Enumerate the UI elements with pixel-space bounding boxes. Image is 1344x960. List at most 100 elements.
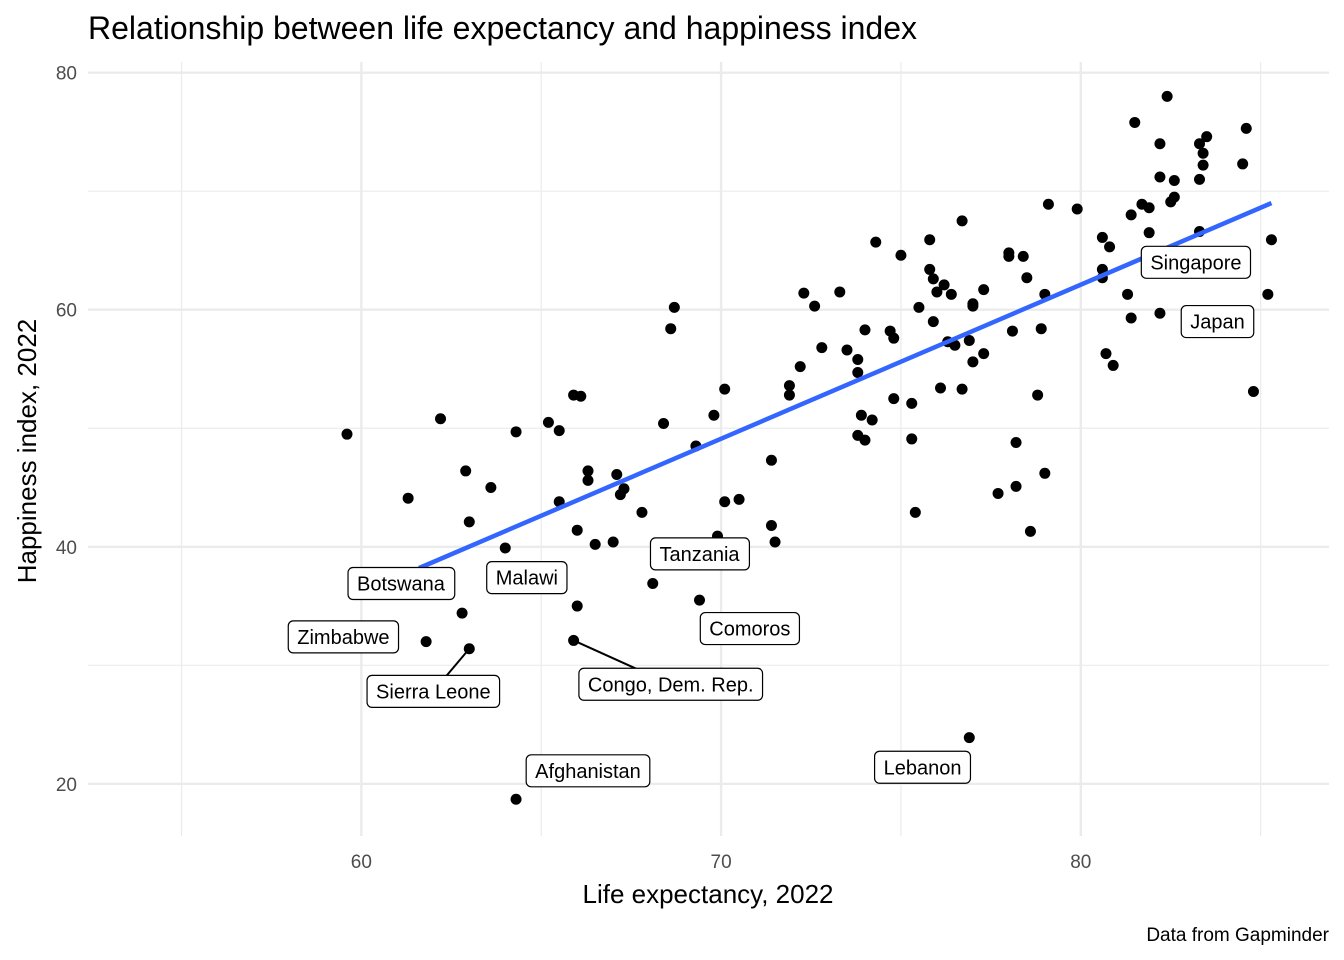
data-point [798,287,810,299]
label-box [366,674,501,708]
label-text: Singapore [1150,252,1241,274]
data-point [607,536,619,548]
data-point [816,342,828,354]
trend-line-path [418,200,1273,571]
data-point [1125,209,1137,221]
data-point [611,468,623,480]
data-point [852,367,864,379]
label-text: Congo, Dem. Rep. [588,674,754,696]
country-label: Lebanon [873,750,972,784]
data-point [765,454,777,466]
data-point [1032,389,1044,401]
y-tick-label: 20 [56,775,77,796]
x-tick-label: 60 [351,852,372,873]
country-label: Tanzania [649,537,751,571]
data-point [1096,231,1108,243]
country-label: Botswana [347,566,456,601]
data-point [1021,272,1033,284]
data-point [978,284,990,296]
country-label: Malawi [486,561,568,595]
data-point [895,249,907,261]
data-point [575,390,587,402]
label-text: Zimbabwe [297,627,389,649]
data-point [589,538,601,550]
data-point [967,356,979,368]
data-point [866,414,878,426]
data-point [1197,159,1209,171]
data-point [499,542,511,554]
data-point [402,492,414,504]
data-point [460,465,472,477]
country-labels: Singapore Japan Tanzania Botswana Malawi Como… [287,245,1255,788]
data-point [1107,359,1119,371]
data-point [1194,138,1206,150]
data-point [1154,138,1166,150]
data-point [809,300,821,312]
label-box [649,537,751,571]
chart-title: Relationship between life expectancy and… [88,10,917,46]
data-point [1024,525,1036,537]
label-text: Japan [1190,312,1245,334]
data-point [963,732,975,744]
label-text: Malawi [496,568,558,590]
data-point [927,316,939,328]
data-point [924,234,936,246]
data-point [1154,307,1166,319]
label-text: Botswana [357,574,446,596]
data-point [463,516,475,528]
data-point [485,482,497,494]
data-point [938,279,950,291]
data-point [945,288,957,300]
country-label: Comoros [699,611,801,646]
data-point [913,301,925,313]
data-point [647,578,659,590]
data-point [1071,203,1083,215]
data-point [906,433,918,445]
data-point [956,383,968,395]
data-point [859,434,871,446]
data-point [1006,325,1018,337]
data-point [510,793,522,805]
label-box [486,561,568,595]
data-point [553,425,565,437]
label-text: Tanzania [659,544,740,566]
data-point [1035,323,1047,335]
data-point [1201,131,1213,143]
axis-ticks: 60 70 80 20 40 60 80 [56,64,1092,873]
data-point [834,286,846,298]
x-tick-label: 70 [711,852,732,873]
label-box [873,750,972,784]
data-point [1168,175,1180,187]
data-point [1161,90,1173,102]
data-point [1168,191,1180,203]
data-point [1039,467,1051,479]
label-text: Afghanistan [535,761,641,783]
data-point [1104,241,1116,253]
data-point [665,323,677,335]
data-point [542,416,554,428]
data-point [435,413,447,425]
data-point [765,519,777,531]
x-tick-label: 80 [1070,852,1091,873]
data-point [1129,116,1141,128]
data-point [852,354,864,366]
data-point [1122,288,1134,300]
chart-caption: Data from Gapminder [1146,925,1329,946]
data-point [1143,202,1155,214]
label-box [1140,245,1252,279]
data-point [794,361,806,373]
data-point [1003,250,1015,262]
data-point [1154,171,1166,183]
data-point [841,344,853,356]
label-text: Comoros [709,619,790,641]
y-tick-label: 60 [56,301,77,322]
data-point [1262,288,1274,300]
data-point [949,339,961,351]
data-point [1017,250,1029,262]
data-point [924,263,936,275]
data-point [1240,122,1252,134]
x-axis-title: Life expectancy, 2022 [582,879,833,909]
data-point [571,600,583,612]
data-point [1237,158,1249,170]
